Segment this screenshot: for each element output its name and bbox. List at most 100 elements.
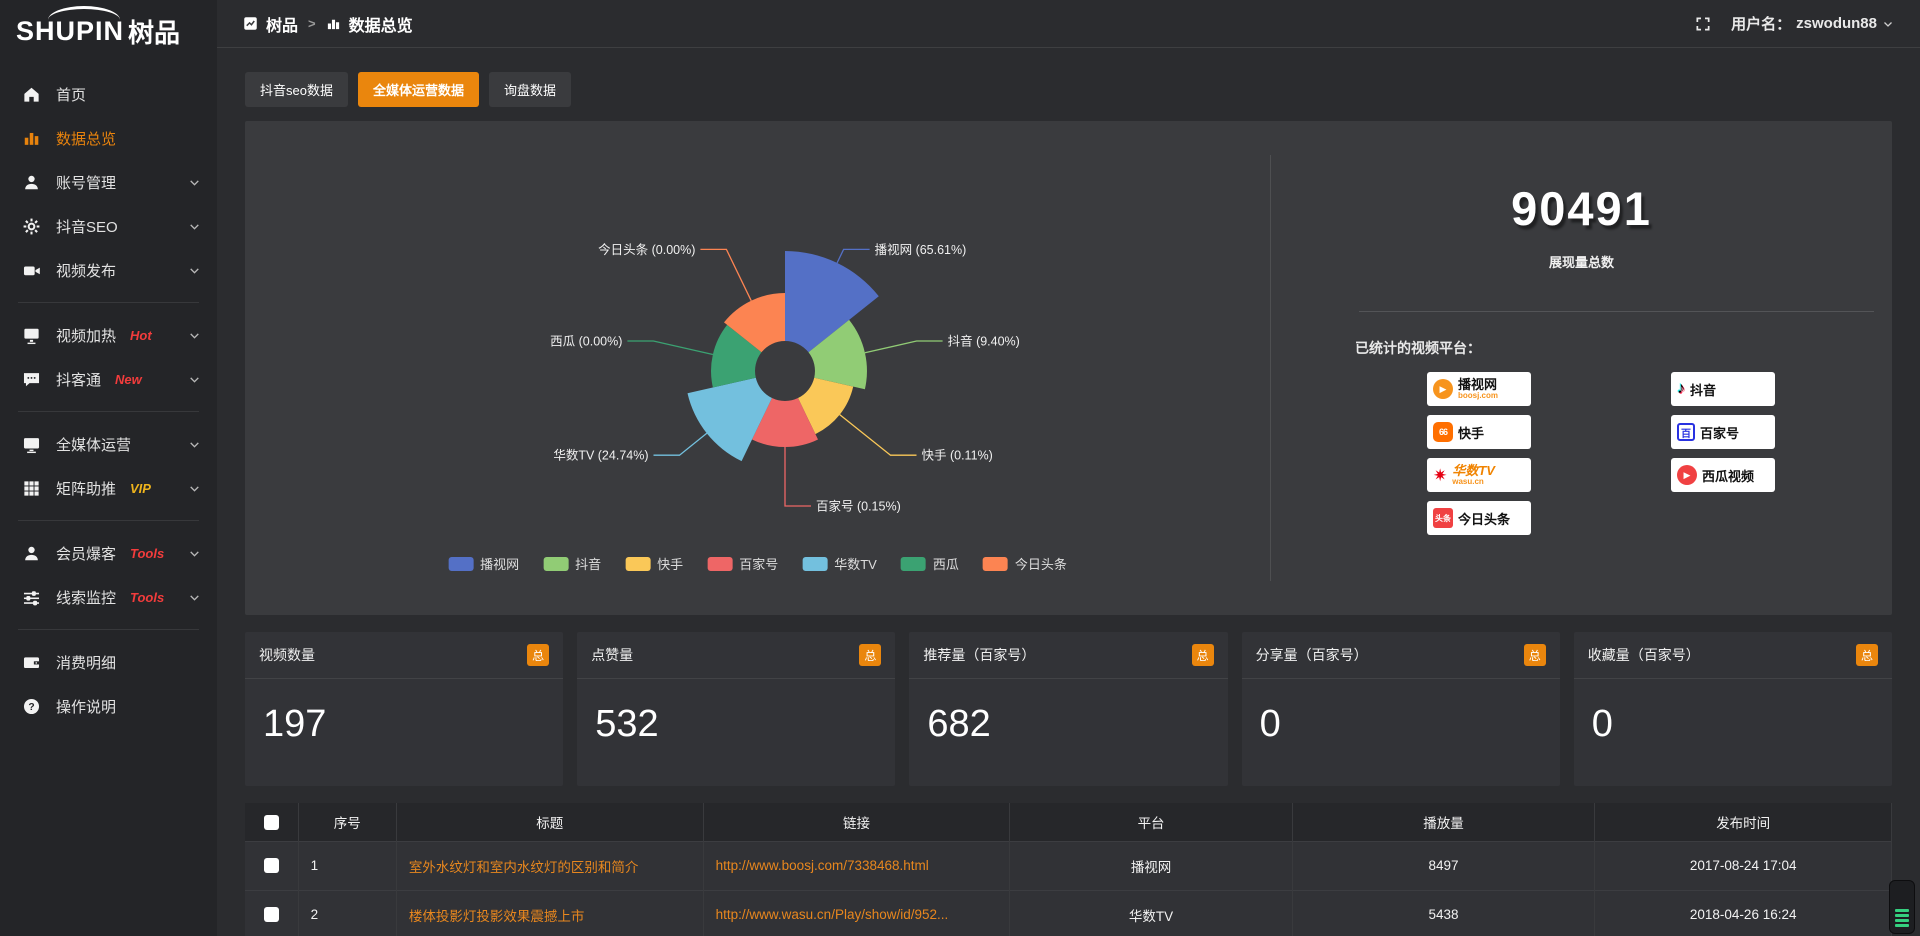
total-badge[interactable]: 总	[859, 644, 882, 666]
username-label: 用户名：	[1731, 16, 1792, 33]
summary-panel: 90491 展现量总数 已统计的视频平台： ▶ 播视网 boosj.com 66 …	[1271, 121, 1892, 615]
platform-badge-boosj[interactable]: ▶ 播视网 boosj.com	[1427, 372, 1531, 406]
sidebar-item-member-burst[interactable]: 会员爆客 Tools	[0, 531, 217, 575]
platform-badge-toutiao[interactable]: 头条 今日头条	[1427, 501, 1531, 535]
row-checkbox[interactable]	[263, 858, 279, 874]
sidebar-item-data-overview[interactable]: 数据总览	[0, 116, 217, 160]
sidebar-item-video-publish[interactable]: 视频发布	[0, 248, 217, 292]
col-header-plays: 播放量	[1292, 803, 1596, 841]
legend-swatch	[543, 556, 569, 571]
chevron-down-icon	[188, 438, 201, 451]
cell-title-link[interactable]: 楼体投影灯投影效果震撼上市	[396, 890, 704, 936]
legend-label: 快手	[657, 557, 684, 572]
chat-icon	[22, 370, 41, 389]
cell-url-link[interactable]: http://www.boosj.com/7338468.html	[703, 841, 1011, 890]
legend-item-快手[interactable]: 快手	[625, 554, 683, 573]
sidebar-item-omnimedia[interactable]: 全媒体运营	[0, 422, 217, 466]
pie-slice-今日头条[interactable]	[724, 293, 785, 353]
legend-item-抖音[interactable]: 抖音	[543, 554, 601, 573]
rose-pie-chart: 播视网 (65.61%) 抖音 (9.40%) 快手 (0.11%) 百家号 (0.1…	[550, 242, 1020, 514]
sidebar-divider	[18, 520, 199, 521]
select-all-checkbox[interactable]	[263, 814, 279, 830]
legend-swatch	[448, 556, 474, 571]
screen-play-icon	[22, 326, 41, 345]
sidebar: SHUPIN 树品 首页 数据总览 账号管理 抖音SEO	[0, 0, 217, 936]
cell-platform: 华数TV	[1009, 890, 1293, 936]
label-line	[839, 414, 917, 456]
stat-cards: 视频数量 总 197 点赞量 总 532 推荐量（百家号） 总 682 分享量（百家号…	[245, 632, 1892, 786]
grid-icon	[22, 479, 41, 498]
brand-name-cn: 树品	[128, 17, 181, 48]
sidebar-item-help[interactable]: ? 操作说明	[0, 684, 217, 728]
legend-swatch	[982, 556, 1008, 571]
sliders-icon	[22, 588, 41, 607]
breadcrumb-current[interactable]: 数据总览	[348, 17, 413, 35]
label-line	[864, 340, 943, 354]
sidebar-item-doketong[interactable]: 抖客通 New	[0, 357, 217, 401]
xigua-logo-icon: ▶	[1677, 465, 1697, 485]
sidebar-item-label: 抖客通	[56, 371, 102, 389]
pie-slice-快手[interactable]	[798, 377, 854, 435]
breadcrumb-root[interactable]: 树品	[266, 17, 299, 35]
total-badge[interactable]: 总	[1856, 644, 1878, 666]
sidebar-item-expense-detail[interactable]: 消费明细	[0, 640, 217, 684]
total-badge[interactable]: 总	[1523, 644, 1546, 666]
legend-item-今日头条[interactable]: 今日头条	[982, 554, 1067, 573]
tab-inquiry-data[interactable]: 询盘数据	[488, 72, 571, 107]
platform-badge-douyin[interactable]: ♪ 抖音	[1671, 372, 1775, 406]
legend-item-播视网[interactable]: 播视网	[448, 554, 519, 573]
stat-card-favorites: 收藏量（百家号） 总 0	[1573, 632, 1892, 786]
brand-logo[interactable]: SHUPIN 树品	[0, 0, 217, 62]
topbar: 树品 > 数据总览 用户名： zswodun88	[217, 0, 1920, 48]
chart-legend: 播视网 抖音 快手 百家号 华数TV 西瓜 今日头条	[448, 554, 1067, 573]
tab-douyin-seo-data[interactable]: 抖音seo数据	[245, 72, 348, 107]
sidebar-item-lead-monitor[interactable]: 线索监控 Tools	[0, 575, 217, 619]
fullscreen-icon[interactable]	[1695, 16, 1711, 32]
toutiao-logo-icon: 头条	[1433, 508, 1453, 528]
legend-item-西瓜[interactable]: 西瓜	[900, 554, 959, 573]
pie-slice-百家号[interactable]	[752, 398, 818, 448]
sidebar-divider	[18, 629, 199, 630]
wallet-icon	[22, 653, 41, 672]
label-line	[836, 248, 870, 264]
floating-helper-widget[interactable]	[1889, 880, 1915, 934]
cell-title-link[interactable]: 室外水纹灯和室内水纹灯的区别和简介	[396, 841, 704, 890]
cell-time: 2018-04-26 16:24	[1594, 890, 1892, 936]
sidebar-item-home[interactable]: 首页	[0, 72, 217, 116]
cell-url-link[interactable]: http://www.wasu.cn/Play/show/id/952...	[703, 890, 1011, 936]
breadcrumb: 树品 > 数据总览	[243, 12, 413, 36]
total-badge[interactable]: 总	[1191, 644, 1214, 666]
gear-icon	[22, 217, 41, 236]
stat-card-value: 197	[263, 703, 327, 745]
legend-item-华数TV[interactable]: 华数TV	[802, 554, 877, 573]
platform-badge-wasu[interactable]: ✷ 华数TV wasu.cn	[1427, 458, 1531, 492]
platform-badge-kuaishou[interactable]: 66 快手	[1427, 415, 1531, 449]
sidebar-item-label: 会员爆客	[56, 545, 117, 563]
pie-slice-播视网[interactable]	[785, 251, 879, 353]
sidebar-item-douyin-seo[interactable]: 抖音SEO	[0, 204, 217, 248]
legend-item-百家号[interactable]: 百家号	[707, 554, 778, 573]
platform-badge-baijiahao[interactable]: 百 百家号	[1671, 415, 1775, 449]
sidebar-item-label: 视频加热	[56, 327, 117, 345]
stat-card-recommendations: 推荐量（百家号） 总 682	[909, 632, 1228, 786]
chevron-down-icon	[188, 591, 201, 604]
cell-time: 2017-08-24 17:04	[1594, 841, 1892, 890]
main-area: 树品 > 数据总览 用户名： zswodun88 抖音seo数据 全媒体运营数据 …	[217, 0, 1920, 936]
tab-omnimedia-data[interactable]: 全媒体运营数据	[357, 72, 479, 107]
legend-swatch	[802, 556, 828, 571]
pie-slice-华数TV[interactable]	[687, 377, 773, 462]
total-badge[interactable]: 总	[527, 644, 550, 666]
legend-swatch	[707, 556, 733, 571]
wasu-logo-icon: ✷	[1433, 465, 1448, 485]
pie-slice-抖音[interactable]	[808, 319, 867, 390]
sidebar-item-matrix-boost[interactable]: 矩阵助推 VIP	[0, 466, 217, 510]
platform-badge-xigua[interactable]: ▶ 西瓜视频	[1671, 458, 1775, 492]
pie-slice-西瓜[interactable]	[711, 324, 762, 388]
sidebar-item-account[interactable]: 账号管理	[0, 160, 217, 204]
user-menu[interactable]: 用户名： zswodun88	[1731, 13, 1894, 34]
row-checkbox[interactable]	[263, 907, 279, 923]
sidebar-item-label: 消费明细	[56, 654, 117, 672]
sidebar-item-video-heating[interactable]: 视频加热 Hot	[0, 313, 217, 357]
sidebar-item-label: 操作说明	[56, 698, 117, 716]
topbar-right: 用户名： zswodun88	[1695, 13, 1894, 34]
